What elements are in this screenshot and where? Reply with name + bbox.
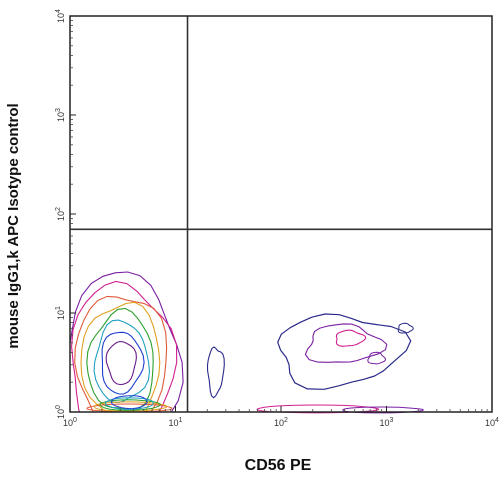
contour-line — [277, 313, 412, 390]
x-tick-label: 104 — [485, 417, 499, 428]
y-tick-label: 104 — [55, 9, 66, 23]
x-tick-label: 100 — [63, 417, 77, 428]
y-tick-label: 102 — [55, 207, 66, 221]
contour-line — [206, 346, 225, 399]
contour-line — [74, 295, 168, 412]
y-tick-label: 103 — [55, 108, 66, 122]
contour-line — [101, 331, 145, 395]
x-axis-ticks: 100 101 102 103 104 — [63, 406, 499, 428]
x-tick-label: 102 — [274, 417, 288, 428]
contour-line — [80, 301, 161, 412]
contour-line — [104, 397, 154, 410]
x-axis-title: CD56 PE — [245, 457, 312, 474]
contour-line — [397, 322, 414, 334]
y-tick-label: 100 — [55, 405, 66, 419]
contour-line — [71, 280, 178, 412]
x-tick-label: 103 — [380, 417, 394, 428]
contour-line — [105, 340, 137, 386]
contour-line — [367, 351, 386, 365]
contour-line — [110, 395, 148, 410]
y-tick-label: 101 — [55, 306, 66, 320]
contour-line — [335, 329, 367, 347]
contour-line — [93, 319, 151, 404]
contour-line — [304, 323, 388, 363]
quadrant-gate — [70, 16, 492, 412]
contour-layer — [70, 271, 424, 414]
contour-line — [70, 271, 184, 412]
y-axis-title: mouse IgG1,k APC Isotype control — [5, 103, 22, 348]
population-cd56-negative — [70, 271, 184, 412]
x-tick-label: 101 — [169, 417, 183, 428]
y-axis-ticks: 100 101 102 103 104 — [55, 9, 76, 419]
plot-frame — [69, 15, 493, 413]
